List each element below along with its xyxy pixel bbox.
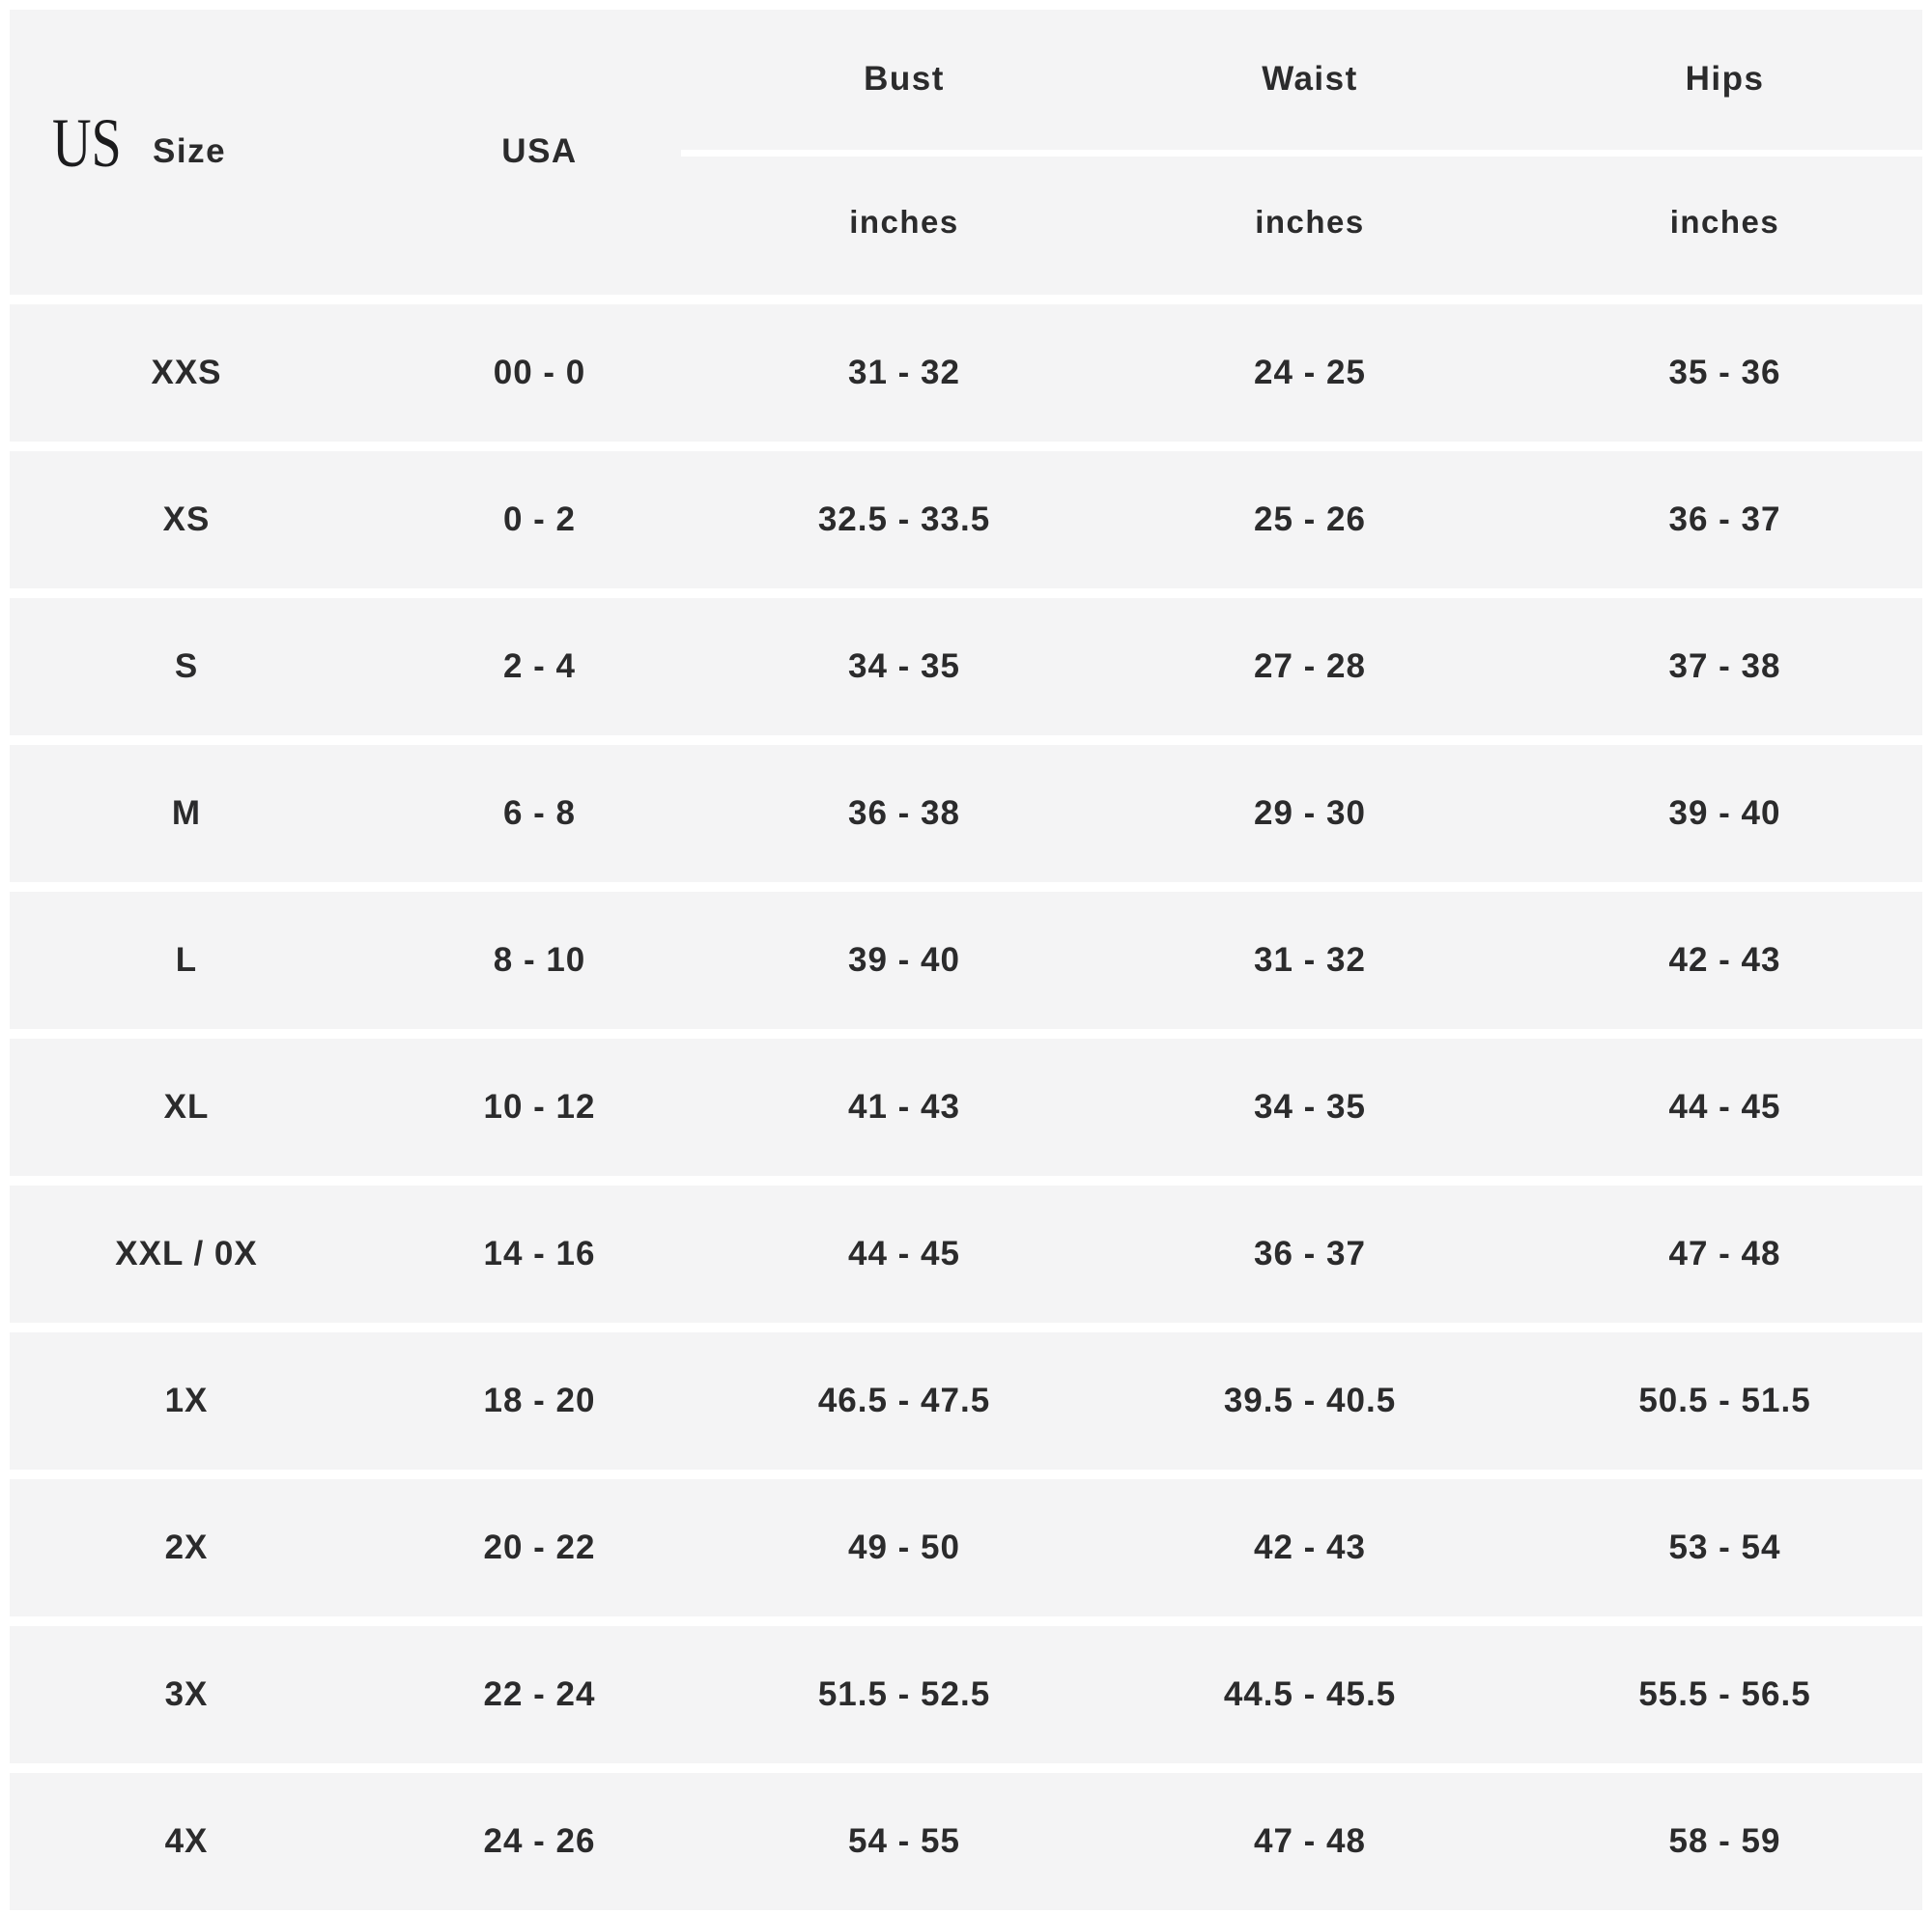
hips-cell: 36 - 37 <box>1668 500 1781 538</box>
bust-cell: 44 - 45 <box>848 1235 960 1272</box>
bust-cell: 49 - 50 <box>848 1529 960 1566</box>
bust-cell: 36 - 38 <box>848 794 960 832</box>
col-header-waist: Waist <box>1262 60 1358 98</box>
size-cell: 3X <box>164 1675 209 1713</box>
table-row: S 2 - 4 34 - 35 27 - 28 37 - 38 <box>10 598 1922 735</box>
size-cell: XXS <box>151 354 222 391</box>
table-row: L 8 - 10 39 - 40 31 - 32 42 - 43 <box>10 892 1922 1029</box>
table-header: US Size USA Bust Waist Hips inches inche… <box>10 10 1922 295</box>
usa-cell: 18 - 20 <box>483 1382 596 1419</box>
hips-cell: 35 - 36 <box>1668 354 1781 391</box>
usa-cell: 00 - 0 <box>493 354 586 391</box>
size-cell: XXL / 0X <box>115 1235 258 1272</box>
table-row: M 6 - 8 36 - 38 29 - 30 39 - 40 <box>10 745 1922 882</box>
waist-cell: 34 - 35 <box>1254 1088 1366 1126</box>
hips-cell: 42 - 43 <box>1668 941 1781 979</box>
hips-cell: 47 - 48 <box>1668 1235 1781 1272</box>
table-row: 2X 20 - 22 49 - 50 42 - 43 53 - 54 <box>10 1479 1922 1616</box>
waist-cell: 29 - 30 <box>1254 794 1366 832</box>
usa-cell: 10 - 12 <box>483 1088 596 1126</box>
hips-cell: 53 - 54 <box>1668 1529 1781 1566</box>
usa-cell: 22 - 24 <box>483 1675 596 1713</box>
table-row: 1X 18 - 20 46.5 - 47.5 39.5 - 40.5 50.5 … <box>10 1332 1922 1470</box>
col-header-bust: Bust <box>864 60 945 98</box>
usa-cell: 14 - 16 <box>483 1235 596 1272</box>
usa-cell: 0 - 2 <box>502 500 577 538</box>
size-cell: L <box>175 941 198 979</box>
size-cell: XL <box>163 1088 210 1126</box>
bust-cell: 46.5 - 47.5 <box>817 1382 991 1419</box>
unit-label-hips: inches <box>1669 204 1780 240</box>
bust-cell: 39 - 40 <box>848 941 960 979</box>
usa-cell: 6 - 8 <box>502 794 577 832</box>
bust-cell: 34 - 35 <box>848 647 960 685</box>
table-row: XXL / 0X 14 - 16 44 - 45 36 - 37 47 - 48 <box>10 1186 1922 1323</box>
hips-cell: 58 - 59 <box>1668 1822 1781 1860</box>
bust-cell: 54 - 55 <box>848 1822 960 1860</box>
hips-cell: 44 - 45 <box>1668 1088 1781 1126</box>
unit-label-bust: inches <box>849 204 959 240</box>
size-cell: 4X <box>164 1822 209 1860</box>
header-divider <box>681 150 1922 157</box>
bust-cell: 51.5 - 52.5 <box>817 1675 991 1713</box>
waist-cell: 25 - 26 <box>1254 500 1366 538</box>
usa-cell: 24 - 26 <box>483 1822 596 1860</box>
size-cell: XS <box>162 500 211 538</box>
size-chart-table: US Size USA Bust Waist Hips inches inche… <box>10 10 1922 1910</box>
waist-cell: 24 - 25 <box>1254 354 1366 391</box>
waist-cell: 27 - 28 <box>1254 647 1366 685</box>
table-row: XXS 00 - 0 31 - 32 24 - 25 35 - 36 <box>10 304 1922 442</box>
hips-cell: 55.5 - 56.5 <box>1638 1675 1811 1713</box>
bust-cell: 31 - 32 <box>848 354 960 391</box>
col-header-usa: USA <box>501 132 578 170</box>
unit-label-waist: inches <box>1255 204 1365 240</box>
waist-cell: 31 - 32 <box>1254 941 1366 979</box>
table-row: XL 10 - 12 41 - 43 34 - 35 44 - 45 <box>10 1039 1922 1176</box>
size-cell: M <box>171 794 202 832</box>
col-header-hips: Hips <box>1685 60 1765 98</box>
table-row: 3X 22 - 24 51.5 - 52.5 44.5 - 45.5 55.5 … <box>10 1626 1922 1763</box>
usa-cell: 2 - 4 <box>502 647 577 685</box>
size-cell: S <box>174 647 199 685</box>
bust-cell: 32.5 - 33.5 <box>817 500 991 538</box>
size-cell: 1X <box>164 1382 209 1419</box>
waist-cell: 39.5 - 40.5 <box>1223 1382 1397 1419</box>
hips-cell: 39 - 40 <box>1668 794 1781 832</box>
table-row: 4X 24 - 26 54 - 55 47 - 48 58 - 59 <box>10 1773 1922 1910</box>
waist-cell: 47 - 48 <box>1254 1822 1366 1860</box>
waist-cell: 44.5 - 45.5 <box>1223 1675 1397 1713</box>
hips-cell: 37 - 38 <box>1668 647 1781 685</box>
bust-cell: 41 - 43 <box>848 1088 960 1126</box>
usa-cell: 8 - 10 <box>493 941 586 979</box>
size-cell: 2X <box>164 1529 209 1566</box>
usa-cell: 20 - 22 <box>483 1529 596 1566</box>
table-row: XS 0 - 2 32.5 - 33.5 25 - 26 36 - 37 <box>10 451 1922 588</box>
col-header-size: Size <box>153 132 227 170</box>
hips-cell: 50.5 - 51.5 <box>1638 1382 1811 1419</box>
region-label: US <box>52 104 122 182</box>
waist-cell: 36 - 37 <box>1254 1235 1366 1272</box>
waist-cell: 42 - 43 <box>1254 1529 1366 1566</box>
